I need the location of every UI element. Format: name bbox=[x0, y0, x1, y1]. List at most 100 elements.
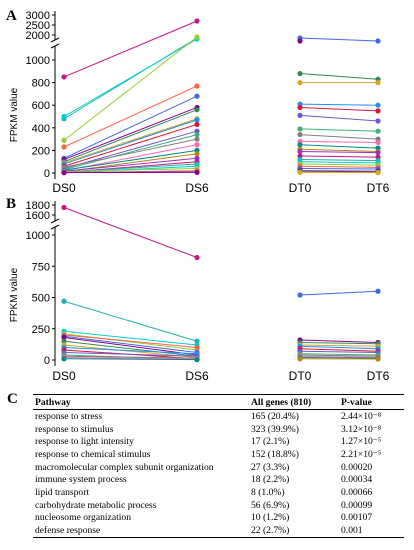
table-row: immune system process 18 (2.2%) 0.00034 bbox=[33, 473, 404, 486]
series-line bbox=[299, 106, 379, 112]
series-line bbox=[63, 333, 198, 351]
series-line bbox=[299, 155, 379, 158]
data-point bbox=[61, 113, 67, 120]
pathway-cell: lipid transport bbox=[35, 486, 90, 498]
gene-count-cell: 18 (2.2%) bbox=[251, 474, 290, 486]
data-point bbox=[297, 38, 303, 44]
p-value-cell: 1.27×10⁻⁵ bbox=[341, 436, 382, 448]
series-line bbox=[299, 165, 379, 168]
data-point bbox=[297, 148, 303, 155]
series-line bbox=[63, 300, 198, 342]
data-point bbox=[297, 292, 303, 298]
data-point bbox=[297, 112, 303, 118]
series-line bbox=[299, 350, 379, 353]
series-line bbox=[299, 103, 379, 106]
x-tick-label: DT6 bbox=[367, 181, 390, 195]
gene-count-cell: 165 (20.4%) bbox=[251, 410, 299, 422]
series-line bbox=[63, 207, 198, 258]
data-point bbox=[61, 137, 67, 143]
pathway-cell: nucleosome organization bbox=[35, 512, 131, 524]
axis-break-mark bbox=[50, 218, 60, 224]
data-point bbox=[375, 108, 381, 114]
data-point bbox=[194, 169, 200, 176]
x-tick-label: DS6 bbox=[185, 181, 209, 195]
y-tick-label: 2500 bbox=[26, 20, 50, 32]
data-point bbox=[194, 93, 200, 99]
p-value-cell: 0.00034 bbox=[341, 474, 373, 486]
series-line bbox=[63, 167, 198, 173]
gene-count-cell: 22 (2.7%) bbox=[249, 524, 339, 538]
series-line bbox=[299, 151, 379, 154]
y-tick-label: 750 bbox=[32, 261, 50, 273]
series-line bbox=[299, 144, 379, 149]
data-point bbox=[194, 83, 200, 89]
panel-letter-b: B bbox=[6, 196, 16, 212]
data-point bbox=[194, 131, 200, 138]
data-point bbox=[375, 128, 381, 134]
series-line bbox=[63, 357, 198, 360]
data-point bbox=[297, 142, 303, 148]
data-point bbox=[194, 18, 200, 24]
pathway-table-panel: C Pathway All genes (810) P-value respon… bbox=[0, 385, 414, 550]
header-pathway: Pathway bbox=[33, 394, 249, 410]
data-point bbox=[194, 121, 200, 128]
gene-count-cell: 323 (39.9%) bbox=[251, 423, 299, 435]
y-tick-label: 1800 bbox=[26, 200, 50, 212]
axis-break-mark bbox=[50, 37, 60, 43]
gene-count-cell: 8 (1.0%) bbox=[251, 486, 285, 498]
x-tick-label: DS0 bbox=[52, 369, 76, 383]
y-tick-label: 500 bbox=[32, 293, 50, 305]
x-tick-label: DT0 bbox=[289, 369, 312, 383]
y-tick-label: 1000 bbox=[26, 230, 50, 242]
series-line bbox=[299, 344, 379, 347]
series-line bbox=[63, 36, 198, 141]
y-axis-label: FPKM value bbox=[9, 267, 20, 322]
header-all-genes: All genes (810) bbox=[249, 394, 339, 410]
pathway-cell: defense response bbox=[33, 524, 249, 538]
data-point bbox=[297, 131, 303, 138]
p-value-cell: 2.21×10⁻⁵ bbox=[341, 448, 382, 460]
series-line bbox=[63, 119, 198, 165]
table-row: nucleosome organization 10 (1.2%) 0.00107 bbox=[33, 512, 404, 525]
p-value-cell: 2.44×10⁻⁸ bbox=[341, 410, 382, 422]
data-point bbox=[375, 288, 381, 294]
series-line bbox=[299, 354, 379, 357]
series-line bbox=[63, 134, 198, 171]
y-tick-label: 400 bbox=[32, 123, 50, 135]
p-value-cell: 0.001 bbox=[339, 524, 404, 538]
series-line bbox=[63, 109, 198, 163]
series-line bbox=[63, 335, 198, 353]
series-line bbox=[63, 347, 198, 355]
p-value-cell: 0.00020 bbox=[341, 461, 373, 473]
series-line bbox=[63, 118, 198, 164]
series-line bbox=[299, 140, 379, 143]
series-line bbox=[63, 358, 198, 361]
data-point bbox=[61, 169, 67, 176]
data-point bbox=[375, 102, 381, 108]
series-line bbox=[299, 355, 379, 358]
gene-count-cell: 152 (18.8%) bbox=[251, 448, 299, 460]
panel-letter-a: A bbox=[6, 8, 17, 24]
series-line bbox=[299, 158, 379, 162]
series-line bbox=[63, 330, 198, 346]
series-line bbox=[63, 20, 198, 78]
data-point bbox=[297, 70, 303, 77]
data-point bbox=[194, 117, 200, 123]
data-point bbox=[375, 118, 381, 124]
data-point bbox=[375, 150, 381, 156]
series-line bbox=[299, 167, 379, 170]
data-point bbox=[194, 151, 200, 157]
series-line bbox=[299, 134, 379, 140]
axis-break-mark bbox=[50, 43, 60, 49]
data-point bbox=[297, 126, 303, 132]
pathway-cell: response to stimulus bbox=[35, 423, 114, 435]
p-value-cell: 0.00099 bbox=[341, 499, 373, 511]
data-point bbox=[61, 204, 67, 211]
series-line bbox=[299, 114, 379, 122]
data-point bbox=[375, 80, 381, 86]
data-point bbox=[375, 170, 381, 176]
y-tick-label: 800 bbox=[32, 78, 50, 90]
series-line bbox=[63, 138, 198, 168]
data-point bbox=[194, 107, 200, 113]
y-tick-label: 3000 bbox=[26, 10, 50, 22]
